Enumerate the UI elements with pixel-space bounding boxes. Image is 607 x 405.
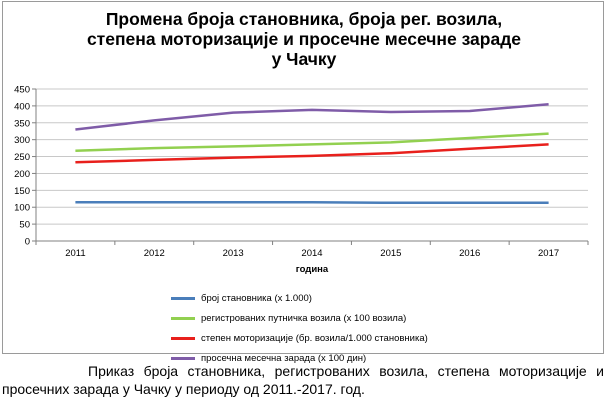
chart-legend: број становника (x 1.000) регистрованих … [171,288,428,368]
y-tick-label: 150 [14,186,30,197]
legend-label-motorization: степен моторизације (бр. возила/1.000 ст… [201,332,428,344]
y-tick-label: 200 [14,169,30,180]
legend-item-motorization: степен моторизације (бр. возила/1.000 ст… [171,328,428,348]
y-tick-label: 250 [14,152,30,163]
legend-swatch-population [171,296,195,300]
chart-title: Промена броја становника, броја рег. воз… [3,9,605,69]
y-tick-label: 350 [14,118,30,129]
x-axis-label: година [296,264,329,275]
figure-caption: Приказ броја становника, регистрованих в… [2,362,604,398]
legend-swatch-vehicles [171,316,195,320]
legend-item-salary: просечна месечна зарада (x 100 дин) [171,348,428,368]
x-tick-label: 2012 [144,248,165,259]
y-tick-label: 0 [25,237,30,248]
legend-item-vehicles: регистрованих путничка возила (x 100 воз… [171,308,428,328]
y-tick-label: 400 [14,101,30,112]
legend-label-population: број становника (x 1.000) [201,292,312,304]
x-tick-label: 2016 [459,248,480,259]
line-chart: 0 50 100 150 200 250 300 350 400 450 2011 2012 2013 2… [14,85,589,275]
x-tick-label: 2013 [223,248,244,259]
y-tick-label: 450 [14,85,30,96]
legend-swatch-motorization [171,336,195,340]
series-line-3 [75,102,549,131]
legend-swatch-salary [171,356,195,360]
x-tick-label: 2017 [538,248,559,259]
series-line-1 [75,132,549,153]
y-tick-label: 100 [14,203,30,214]
legend-label-vehicles: регистрованих путничка возила (x 100 воз… [201,312,407,324]
y-tick-label: 300 [14,135,30,146]
legend-label-salary: просечна месечна зарада (x 100 дин) [201,352,367,364]
legend-item-population: број становника (x 1.000) [171,288,428,308]
chart-title-line-2: степена моторизације и просечне месечне … [86,29,522,49]
x-tick-label: 2011 [65,248,85,259]
series-line-2 [75,143,549,164]
chart-frame: Промена броја становника, броја рег. воз… [2,1,605,364]
x-tick-label: 2014 [301,248,322,259]
series-line-0 [75,200,549,205]
y-tick-label: 50 [19,220,30,231]
chart-title-line-3: у Чачку [271,49,337,69]
chart-title-line-1: Промена броја становника, броја рег. воз… [105,9,503,29]
caption-text: Приказ броја становника, регистрованих в… [2,363,604,397]
x-tick-label: 2015 [380,248,401,259]
